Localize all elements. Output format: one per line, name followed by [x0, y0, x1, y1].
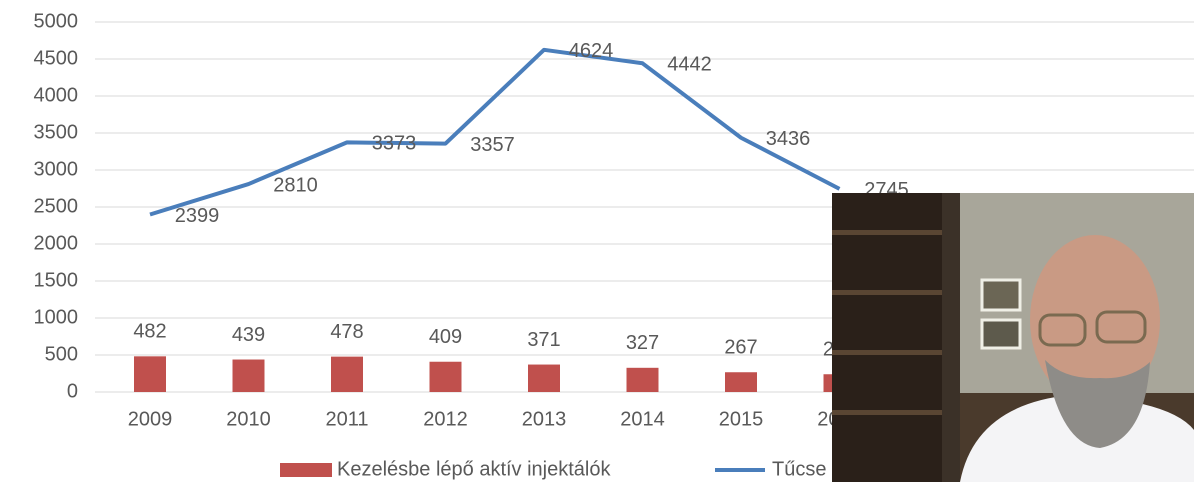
bar-value-label: 371: [527, 329, 560, 351]
y-tick-label: 1000: [34, 306, 79, 328]
bar-value-label: 409: [429, 326, 462, 348]
bar: [528, 364, 560, 392]
y-tick-label: 5000: [34, 10, 79, 32]
bar: [232, 359, 265, 392]
bar-value-label: 482: [133, 321, 166, 343]
x-tick-label: 2012: [423, 408, 468, 430]
legend-label: Kezelésbe lépő aktív injektálók: [337, 458, 611, 480]
bar: [429, 361, 462, 392]
head: [1030, 235, 1160, 405]
y-tick-label: 4500: [34, 47, 79, 69]
x-tick-label: 2015: [719, 408, 764, 430]
bookshelf: [832, 193, 942, 482]
glasses: [1095, 310, 1147, 344]
y-tick-label: 500: [45, 343, 78, 365]
line-value-label: 2399: [175, 205, 220, 227]
y-tick-label: 0: [67, 380, 78, 402]
y-tick-label: 1500: [34, 269, 79, 291]
y-tick-label: 2000: [34, 232, 79, 254]
line-value-label: 3373: [372, 133, 417, 155]
bar: [725, 372, 757, 392]
picture-frame: [980, 278, 1022, 312]
y-tick-label: 3500: [34, 121, 79, 143]
picture-frame: [980, 318, 1022, 350]
line-value-label: 4442: [667, 54, 712, 76]
x-tick-label: 2014: [620, 408, 665, 430]
bar: [134, 356, 166, 392]
glasses: [1038, 313, 1087, 347]
x-tick-label: 2011: [325, 408, 368, 430]
bar-value-label: 267: [724, 337, 757, 359]
x-tick-label: 2009: [128, 408, 173, 430]
shelf: [832, 290, 942, 295]
y-tick-label: 4000: [34, 84, 79, 106]
shelf: [832, 410, 942, 415]
legend-label: Tűcse: [772, 458, 826, 480]
bar: [331, 356, 363, 392]
line-value-label: 3357: [470, 134, 515, 156]
line-value-label: 4624: [569, 40, 614, 62]
line-value-label: 3436: [766, 128, 811, 150]
shelf: [832, 350, 942, 355]
line: [149, 47, 841, 217]
bar-value-label: 478: [330, 321, 363, 343]
shelf: [832, 230, 942, 235]
bar: [626, 367, 659, 392]
legend-swatch: [280, 463, 332, 477]
x-tick-label: 2010: [226, 408, 271, 430]
beard: [1045, 360, 1150, 448]
bar-value-label: 327: [626, 332, 659, 354]
y-tick-label: 3000: [34, 158, 79, 180]
x-tick-label: 2013: [522, 408, 567, 430]
y-tick-label: 2500: [34, 195, 79, 217]
webcam-overlay: [832, 193, 1194, 482]
line-value-label: 2810: [273, 174, 318, 196]
bar-value-label: 439: [232, 324, 265, 346]
